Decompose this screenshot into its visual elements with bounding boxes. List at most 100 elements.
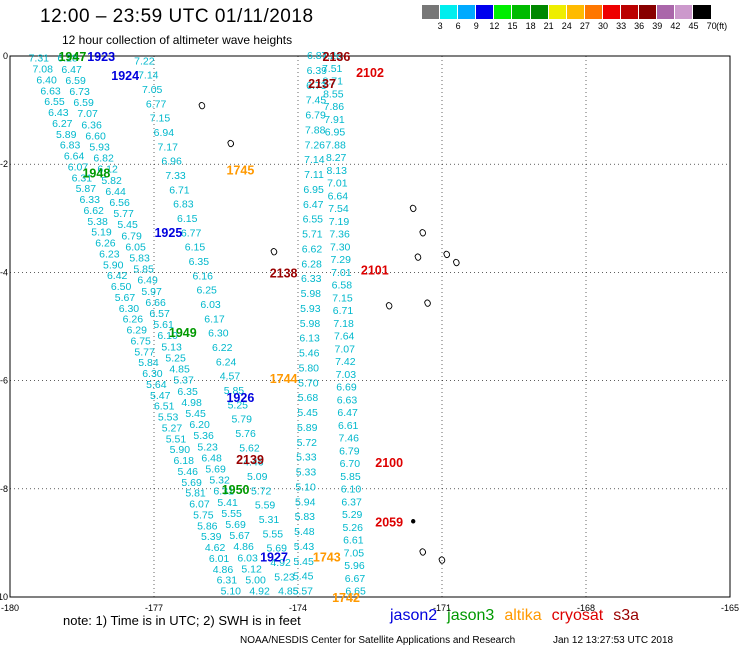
colorbar-swatch [566,5,585,19]
colorbar-swatch [675,5,694,19]
x-tick-label: -180 [1,603,19,613]
colorbar [422,5,712,19]
colorbar-tick-label: 9 [473,21,479,31]
colorbar-swatch [621,5,640,19]
wave-height-value: 7.51 [322,63,343,75]
island-outline [438,556,446,564]
wave-height-value: 6.35 [177,386,198,398]
wave-height-value: 6.55 [303,214,324,226]
wave-height-value: 5.61 [153,319,174,331]
wave-height-value: 6.33 [301,273,322,285]
island-outline [385,302,393,310]
wave-height-value: 6.48 [201,452,222,464]
wave-height-value: 6.49 [137,275,158,287]
wave-height-value: 6.07 [189,499,210,511]
island-outline [443,250,451,259]
wave-height-value: 4.92 [249,586,270,598]
colorbar-swatch [693,5,712,19]
x-tick-label: -174 [289,603,307,613]
pass-time-label: 1927 [260,550,288,564]
wave-height-value: 4.85 [278,586,299,598]
wave-height-value: 6.40 [36,74,57,86]
wave-height-value: 5.83 [295,511,316,523]
wave-height-value: 7.15 [150,113,171,125]
wave-height-value: 6.35 [189,256,210,268]
wave-height-value: 5.81 [185,488,206,500]
wave-height-value: 6.62 [302,243,323,255]
wave-height-value: 6.13 [299,333,320,345]
wave-height-value: 7.18 [333,318,354,330]
wave-height-value: 4.92 [270,557,291,569]
wave-height-value: 5.79 [231,414,252,426]
wave-height-value: 5.98 [301,288,322,300]
wave-height-value: 5.90 [103,259,124,271]
wave-height-value: 6.47 [337,407,358,419]
wave-height-value: 6.37 [341,496,362,508]
wave-height-value: 5.90 [170,444,191,456]
wave-height-value: 7.03 [336,369,357,381]
wave-height-value: 6.28 [301,258,322,270]
wave-height-value: 5.67 [115,292,136,304]
wave-height-value: 5.48 [294,526,315,538]
wave-height-value: 6.59 [65,75,86,87]
wave-height-value: 6.25 [196,285,217,297]
wave-height-value: 5.97 [141,286,162,298]
wave-height-value: 6.43 [48,107,69,119]
pass-time-label: 1948 [82,166,110,180]
wave-height-value: 5.23 [197,441,218,453]
wave-height-value: 6.30 [119,303,140,315]
colorbar-tick-label: 39 [652,21,663,31]
colorbar-tick-label: 12 [489,21,500,31]
wave-height-value: 7.14 [138,70,159,82]
colorbar-tick-label: 70 [706,21,717,31]
wave-height-value: 5.85 [340,471,361,483]
wave-height-value: 6.69 [336,382,357,394]
wave-height-value: 5.45 [297,407,318,419]
wave-height-value: 5.72 [251,485,272,497]
wave-height-value: 6.20 [189,419,210,431]
wave-height-value: 7.26 [305,139,326,151]
wave-height-value: 6.29 [127,325,148,337]
pass-time-label: 2136 [322,50,350,64]
wave-height-value: 5.89 [297,422,318,434]
wave-height-value: 7.91 [324,114,345,126]
wave-height-value: 6.23 [99,248,120,260]
wave-height-value: 6.31 [217,575,238,587]
y-tick-label: -8 [0,484,8,494]
wave-height-value: 6.17 [204,313,225,325]
colorbar-swatch [494,5,513,19]
wave-height-value: 7.15 [332,292,353,304]
wave-height-value: 7.46 [339,433,360,445]
pass-time-label: 1743 [313,550,341,564]
wave-height-value: 4.86 [233,541,254,553]
wave-height-value: 7.54 [328,203,349,215]
wave-height-value: 6.47 [303,199,324,211]
pass-time-label: 1924 [111,69,139,83]
wave-height-value: 5.86 [197,520,218,532]
wave-height-value: 7.14 [304,154,325,166]
wave-height-value: 5.69 [181,477,202,489]
wave-height-value: 5.72 [297,437,318,449]
map-frame [9,55,731,598]
wave-height-value: 5.13 [161,341,182,353]
generation-timestamp: Jan 12 13:27:53 UTC 2018 [553,635,674,646]
wave-height-value: 7.05 [142,84,163,96]
wave-height-value: 5.45 [293,571,314,583]
wave-height-value: 5.33 [296,467,317,479]
wave-height-value: 6.63 [40,85,61,97]
wave-height-value: 6.44 [105,186,126,198]
wave-height-value: 5.38 [87,216,108,228]
wave-height-value: 6.30 [142,368,163,380]
wave-height-value: 5.69 [205,463,226,475]
wave-height-value: 6.55 [44,96,65,108]
colorbar-tick-label: 6 [455,21,461,31]
wave-height-value: 6.56 [109,197,130,209]
colorbar-tick-label: 36 [634,21,645,31]
x-tick-label: -168 [577,603,595,613]
wave-height-value: 6.77 [146,98,167,110]
wave-height-value: 7.26 [321,50,342,62]
wave-height-value: 6.58 [332,280,353,292]
wave-height-value: 7.88 [325,139,346,151]
wave-height-value: 6.79 [121,230,142,242]
wave-height-value: 5.29 [342,509,363,521]
